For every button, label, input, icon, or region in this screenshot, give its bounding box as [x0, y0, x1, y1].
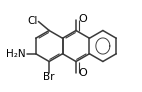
Text: Br: Br — [43, 72, 55, 82]
Text: O: O — [79, 68, 87, 77]
Text: H₂N: H₂N — [6, 49, 26, 59]
Text: O: O — [79, 15, 87, 24]
Text: Cl: Cl — [27, 16, 38, 26]
